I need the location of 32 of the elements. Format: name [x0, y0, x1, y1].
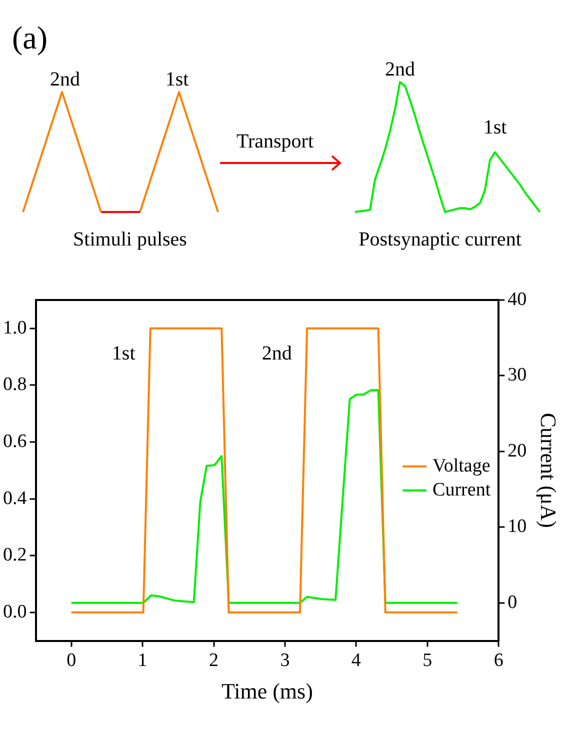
y2-tick-label: 40 — [508, 288, 527, 310]
x-tick-label: 3 — [280, 650, 290, 672]
y2-tick-label: 10 — [508, 516, 527, 538]
text: 2nd — [50, 68, 80, 90]
x-axis-title: Time (ms) — [221, 678, 313, 704]
y-tick-label: 0.4 — [3, 488, 28, 509]
text: Postsynaptic current — [358, 228, 522, 250]
x-tick-label: 5 — [422, 650, 432, 672]
text: 1st — [165, 68, 190, 90]
y2-tick-label: 30 — [508, 364, 527, 386]
text: Stimuli pulses — [73, 228, 188, 250]
y-tick-label: 0.0 — [3, 601, 27, 622]
y-tick-label: 0.6 — [3, 430, 27, 452]
y2-tick-label: 20 — [508, 440, 527, 462]
annotation: 1st — [483, 116, 508, 138]
y-tick-label: 1.0 — [3, 317, 27, 338]
x-tick-label: 4 — [351, 650, 362, 672]
y2-axis-title: Current (μA) — [536, 412, 562, 528]
x-tick-label: 0 — [66, 650, 76, 672]
x-tick-label: 6 — [494, 650, 504, 672]
y2-tick-label: 0 — [508, 592, 518, 613]
x-tick-label: 2 — [209, 650, 219, 672]
annotation: 2nd — [262, 342, 292, 365]
annotation: Transport — [236, 130, 314, 152]
legend-label: Voltage — [432, 455, 490, 476]
y-tick-label: 0.2 — [3, 544, 27, 566]
text: 2nd — [385, 58, 415, 80]
y-tick-label: 0.8 — [3, 374, 27, 396]
annotation: 1st — [112, 342, 136, 365]
text: (a) — [12, 19, 48, 56]
legend-label: Current — [432, 479, 492, 500]
x-tick-label: 1 — [138, 650, 148, 672]
